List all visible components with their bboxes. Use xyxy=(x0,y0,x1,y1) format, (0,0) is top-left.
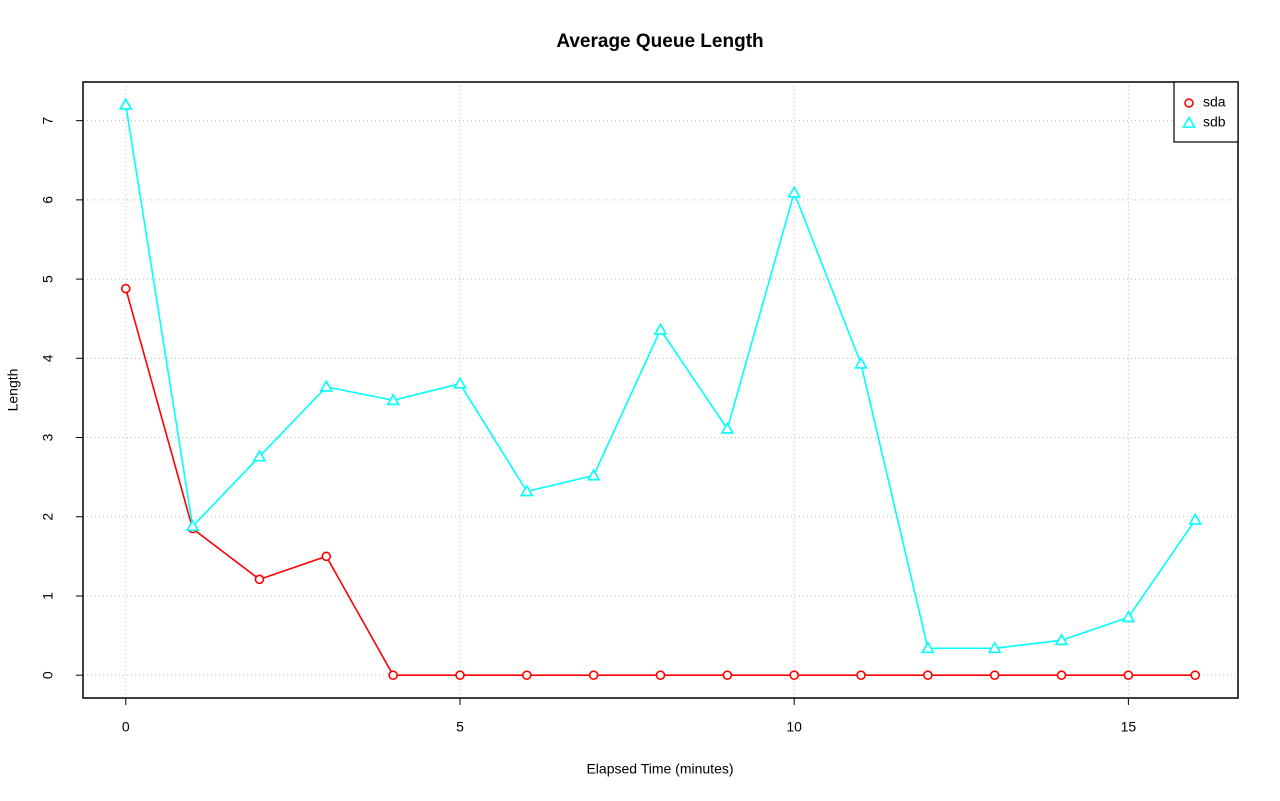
marker xyxy=(455,670,465,680)
marker xyxy=(787,185,802,198)
marker xyxy=(987,641,1002,654)
marker xyxy=(1054,633,1069,646)
y-tick-label: 6 xyxy=(40,196,56,204)
marker xyxy=(118,97,133,110)
marker xyxy=(655,670,666,680)
y-axis-label: Length xyxy=(5,369,21,412)
x-axis-label: Elapsed Time (minutes) xyxy=(586,761,733,777)
x-tick-label: 5 xyxy=(456,719,464,735)
marker xyxy=(586,468,601,481)
marker xyxy=(720,421,735,434)
legend-box xyxy=(1173,81,1239,143)
marker xyxy=(321,551,332,562)
marker xyxy=(856,670,866,680)
marker xyxy=(1190,670,1201,680)
y-tick-label: 3 xyxy=(40,433,56,441)
marker xyxy=(789,670,799,680)
legend-label: sdb xyxy=(1203,114,1226,130)
marker xyxy=(1123,670,1134,680)
marker xyxy=(1056,670,1067,680)
marker xyxy=(388,670,398,680)
marker xyxy=(588,670,599,680)
x-tick-label: 0 xyxy=(122,719,130,735)
y-tick-label: 0 xyxy=(40,671,56,679)
y-tick-label: 5 xyxy=(40,275,56,283)
marker xyxy=(989,670,1000,680)
marker xyxy=(185,519,200,532)
chart-title: Average Queue Length xyxy=(556,31,763,52)
marker xyxy=(252,449,267,462)
legend-marker xyxy=(1184,98,1194,108)
marker xyxy=(923,670,933,680)
marker xyxy=(386,393,401,406)
marker xyxy=(1188,512,1203,525)
legend-marker xyxy=(1182,115,1196,128)
y-tick-label: 1 xyxy=(40,592,56,600)
y-tick-label: 7 xyxy=(40,117,56,125)
marker xyxy=(254,574,265,585)
marker xyxy=(319,379,334,392)
marker xyxy=(120,283,131,294)
series-line xyxy=(124,104,1196,650)
marker xyxy=(854,356,868,369)
marker xyxy=(1121,610,1136,623)
y-tick-label: 2 xyxy=(40,513,56,521)
marker xyxy=(519,484,534,497)
marker xyxy=(722,670,733,680)
marker xyxy=(920,641,935,654)
y-tick-label: 4 xyxy=(40,354,56,362)
marker xyxy=(653,322,668,335)
plot-frame xyxy=(82,81,1239,699)
x-tick-label: 10 xyxy=(786,719,802,735)
series-line xyxy=(125,288,1196,676)
x-tick-label: 15 xyxy=(1121,719,1137,735)
marker xyxy=(522,670,532,680)
marker xyxy=(453,376,467,389)
legend-label: sda xyxy=(1203,94,1226,110)
